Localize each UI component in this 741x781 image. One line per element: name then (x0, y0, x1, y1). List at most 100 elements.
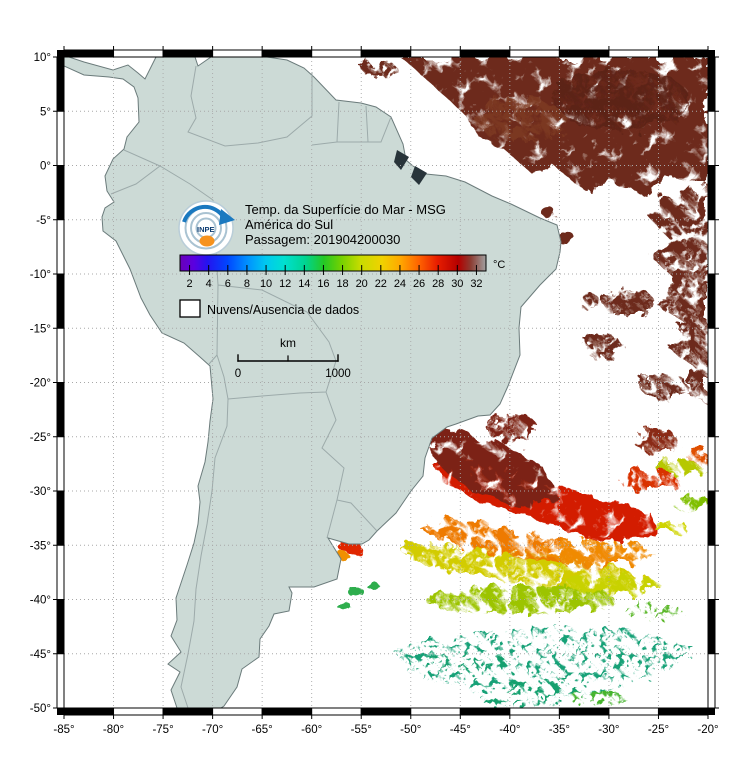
colorbar-tick-label: 26 (413, 278, 425, 290)
scale-bar-unit: km (280, 336, 296, 350)
logo-orange-dot (199, 235, 215, 247)
frame-corner (57, 50, 64, 57)
logo-text: INPE (197, 225, 215, 234)
colorbar-ticks: 2 4 6 8 10 12 14 16 18 20 22 24 26 28 30 32 (187, 265, 483, 290)
colorbar-tick-label: 18 (336, 278, 348, 290)
sst-patch (570, 693, 630, 707)
sst-patch (570, 575, 660, 595)
sst-patch (582, 334, 622, 358)
no-data-legend: Nuvens/Ausencia de dados (179, 299, 359, 318)
sst-patch (480, 692, 560, 708)
sst-patch (618, 471, 678, 489)
x-axis-tick-label: -55° (351, 724, 372, 736)
frame-segment (63, 49, 115, 58)
y-axis-labels: 10° 5° 0° -5° -10° -15° -20° -25° -30° -35° -40° -4… (30, 52, 51, 715)
colorbar-tick-label: 16 (317, 278, 329, 290)
x-axis-tick-label: -40° (499, 724, 520, 736)
sst-patch (335, 600, 349, 608)
frame-segment (707, 653, 716, 709)
y-axis-tick-label: -30° (30, 486, 51, 498)
frame-segment (509, 49, 560, 58)
sst-patch (543, 541, 653, 563)
x-axis-tick-label: -50° (400, 724, 421, 736)
frame-segment (56, 165, 65, 221)
y-axis-tick-label: -15° (30, 323, 51, 335)
no-data-legend-label: Nuvens/Ausencia de dados (207, 303, 359, 317)
sst-patch (672, 497, 708, 511)
colorbar-tick-label: 8 (244, 278, 250, 290)
sst-patch (585, 649, 655, 667)
frame-segment (707, 490, 716, 546)
x-axis-tick-label: -35° (549, 724, 570, 736)
frame-segment (311, 49, 362, 58)
frame-segment (56, 327, 65, 383)
colorbar-tick-label: 4 (206, 278, 212, 290)
colorbar: 2 4 6 8 10 12 14 16 18 20 22 24 26 28 30 32 °C (179, 254, 505, 290)
x-axis-tick-label: -20° (697, 724, 718, 736)
colorbar-tick-label: 28 (432, 278, 444, 290)
y-axis-tick-label: -25° (30, 432, 51, 444)
x-axis-tick-label: -30° (598, 724, 619, 736)
y-axis-tick-label: 0° (40, 161, 51, 173)
frame-segment (311, 707, 362, 716)
colorbar-tick-label: 2 (187, 278, 193, 290)
colorbar-tick-label: 22 (375, 278, 387, 290)
colorbar-tick-label: 30 (451, 278, 463, 290)
y-axis-tick-label: -40° (30, 595, 51, 607)
logo-arrow-arc (182, 204, 226, 223)
frame-segment (212, 707, 263, 716)
graticule-grid (64, 57, 708, 708)
x-axis-tick-label: -70° (202, 724, 223, 736)
sst-patch (557, 232, 575, 244)
frame-segment (410, 707, 461, 716)
frame-segment (410, 49, 461, 58)
title-line-1: Temp. da Superfície do Mar - MSG (245, 202, 446, 217)
x-axis-tick-label: -75° (152, 724, 173, 736)
colorbar-tick-label: 6 (225, 278, 231, 290)
title-line-3: Passagem: 201904200030 (245, 232, 400, 247)
frame-segment (212, 49, 263, 58)
sst-patch (475, 98, 565, 142)
y-axis-tick-label: -50° (30, 703, 51, 715)
frame-segment (261, 707, 313, 716)
y-axis-tick-label: -20° (30, 378, 51, 390)
frame-segment (707, 56, 716, 112)
frame-segment (56, 110, 65, 166)
frame-segment (707, 382, 716, 438)
y-axis-tick-label: -35° (30, 540, 51, 552)
frame-segment (707, 544, 716, 600)
sst-patch (368, 583, 380, 591)
title-block: Temp. da Superfície do Mar - MSG América… (245, 202, 446, 247)
frame-segment (113, 49, 164, 58)
frame-segment (63, 707, 115, 716)
frame-segment (113, 707, 164, 716)
frame-segment (707, 599, 716, 655)
sst-patch (573, 292, 599, 308)
frame-segment (657, 707, 709, 716)
sst-patch-right-column (648, 184, 708, 402)
sst-data-layer (335, 57, 708, 708)
y-axis-tick-label: -10° (30, 269, 51, 281)
sst-patch-cold-field (392, 626, 695, 692)
sst-patch (633, 428, 677, 452)
sst-patch (640, 373, 688, 399)
amazon-mouth-mark (411, 166, 427, 185)
frame-segment (56, 653, 65, 709)
x-axis-tick-label: -45° (450, 724, 471, 736)
scale-bar-end-label: 1000 (325, 368, 351, 380)
frame-segment (608, 49, 659, 58)
frame-corner (708, 50, 715, 57)
x-axis-tick-label: -60° (301, 724, 322, 736)
frame-corner (708, 708, 715, 715)
colorbar-gradient-bar (179, 254, 487, 272)
y-axis-tick-label: -45° (30, 649, 51, 661)
x-axis-labels: -85° -80° -75° -70° -65° -60° -55° -50° -45° -40°… (53, 724, 718, 736)
frame-segment (360, 49, 412, 58)
sst-patch (362, 62, 398, 78)
frame-segment (558, 707, 610, 716)
sst-patch (425, 654, 515, 674)
sst-patch (350, 589, 366, 599)
no-data-legend-swatch (179, 299, 201, 318)
frame-segment (56, 436, 65, 492)
y-axis-tick-label: -5° (36, 215, 51, 227)
